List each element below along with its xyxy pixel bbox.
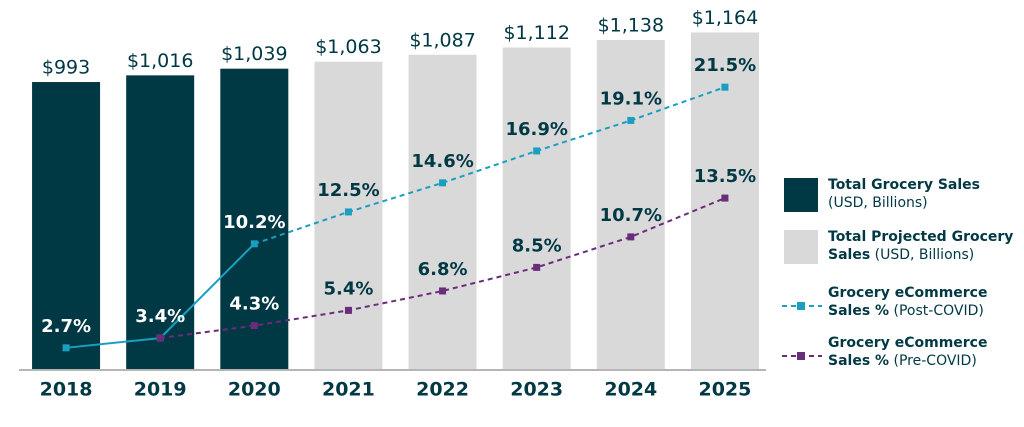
bar-value-label: $1,138 <box>598 14 664 36</box>
point-marker <box>721 194 729 202</box>
x-tick-label: 2021 <box>322 379 375 401</box>
point-marker <box>344 306 352 314</box>
line-value-label: 19.1% <box>600 88 662 109</box>
legend-name: Grocery eCommerce Sales % <box>828 285 988 319</box>
point-marker <box>627 233 635 241</box>
legend-swatch <box>782 302 822 310</box>
point-marker <box>250 322 258 330</box>
legend-name: Grocery eCommerce Sales % <box>828 335 988 369</box>
chart: $993 $1,016 $1,039 $1,063 $1,087 $1,112 $1,138… <box>19 7 766 401</box>
legend-name: Total Projected Grocery Sales <box>828 229 1014 263</box>
legend-name: Total Grocery Sales <box>828 177 980 193</box>
legend-label: Total Grocery Sales (USD, Billions) <box>828 176 1018 212</box>
bar-value-label: $1,164 <box>692 7 758 29</box>
legend-marker <box>797 352 805 360</box>
point-marker <box>439 287 447 295</box>
legend-swatch <box>782 352 822 360</box>
line-value-label: 10.7% <box>600 205 662 226</box>
legend-note: (Post-COVID) <box>893 303 984 319</box>
line-value-label: 8.5% <box>512 235 562 256</box>
line <box>253 86 726 245</box>
point-marker <box>533 147 541 155</box>
point-marker <box>344 208 352 216</box>
x-tick-label: 2018 <box>40 379 93 401</box>
legend-swatch <box>784 178 818 212</box>
x-tick-label: 2020 <box>228 379 281 401</box>
bar-value-label: $1,063 <box>315 36 381 58</box>
bar-value-label: $1,112 <box>503 22 569 44</box>
bar <box>126 75 195 371</box>
bar <box>502 47 571 371</box>
x-tick-label: 2024 <box>604 379 657 401</box>
line-value-label: 12.5% <box>317 180 379 201</box>
point-marker <box>627 116 635 124</box>
x-tick-label: 2023 <box>510 379 563 401</box>
line-value-label: 6.8% <box>418 259 468 280</box>
line-value-label: 13.5% <box>694 166 756 187</box>
x-tick-label: 2025 <box>698 379 751 401</box>
bar <box>220 68 289 370</box>
point-marker <box>62 344 70 352</box>
legend-swatch <box>784 230 818 264</box>
point-marker <box>721 83 729 91</box>
bar <box>314 61 383 370</box>
legend-label: Grocery eCommerce Sales % (Pre-COVID) <box>828 334 1018 370</box>
line-value-label: 5.4% <box>323 278 373 299</box>
point-marker <box>250 240 258 248</box>
line-value-label: 10.2% <box>223 212 285 233</box>
line-value-label: 21.5% <box>694 55 756 76</box>
x-tick-label: 2019 <box>134 379 187 401</box>
legend-note: (Pre-COVID) <box>893 353 977 369</box>
point-marker <box>439 179 447 187</box>
legend-label: Total Projected Grocery Sales (USD, Bill… <box>828 228 1018 264</box>
bar-value-label: $1,039 <box>221 43 287 65</box>
line-value-label: 14.6% <box>411 151 473 172</box>
x-tick-label: 2022 <box>416 379 469 401</box>
legend-box <box>784 230 818 264</box>
legend-note: (USD, Billions) <box>874 247 975 263</box>
bar-value-label: $1,016 <box>127 50 193 72</box>
point-marker <box>156 334 164 342</box>
line-value-label: 16.9% <box>505 119 567 140</box>
bar <box>32 82 101 370</box>
line-value-label: 4.3% <box>229 294 279 315</box>
bar-value-label: $993 <box>42 57 90 79</box>
legend-note: (USD, Billions) <box>828 195 928 211</box>
legend-marker <box>797 302 805 310</box>
line-value-label: 2.7% <box>41 316 91 337</box>
line-value-label: 3.4% <box>135 306 185 327</box>
legend-label: Grocery eCommerce Sales % (Post-COVID) <box>828 284 1018 320</box>
bar-value-label: $1,087 <box>409 29 475 51</box>
bar <box>596 39 665 370</box>
legend-box <box>784 178 818 212</box>
bar <box>408 54 477 371</box>
point-marker <box>533 263 541 271</box>
